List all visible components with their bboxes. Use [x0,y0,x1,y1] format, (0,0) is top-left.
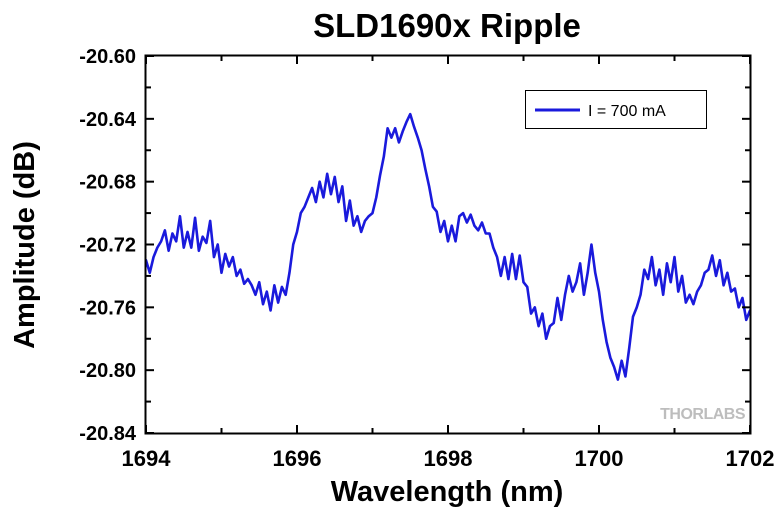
x-tick-label: 1700 [575,446,624,471]
y-axis-label: Amplitude (dB) [9,141,41,349]
y-tick-label: -20.72 [79,235,136,257]
series-line-0 [144,112,752,381]
y-tick-label: -20.64 [79,109,137,131]
legend: I = 700 mA [525,90,707,129]
y-tick-label: -20.60 [79,46,136,68]
y-tick-label: -20.68 [79,172,136,194]
chart-title: SLD1690x Ripple [313,7,581,44]
watermark-logo: THORLABS [660,406,746,423]
x-tick-label: 1698 [424,446,473,471]
x-axis-label: Wavelength (nm) [331,476,564,508]
y-tick-label: -20.84 [79,423,137,445]
x-tick-label: 1694 [122,446,172,471]
x-axis-ticks: 1694 1696 1698 1700 1702 [122,56,775,471]
y-axis-ticks: -20.60 -20.64 -20.68 -20.72 -20.76 -20.80 -20.… [79,46,750,445]
plot-area [144,112,752,381]
x-tick-label: 1696 [273,446,322,471]
y-tick-label: -20.80 [79,360,136,382]
x-tick-label: 1702 [726,446,775,471]
legend-label: I = 700 mA [588,103,666,120]
plot-frame [144,54,752,435]
y-tick-label: -20.76 [79,297,136,319]
